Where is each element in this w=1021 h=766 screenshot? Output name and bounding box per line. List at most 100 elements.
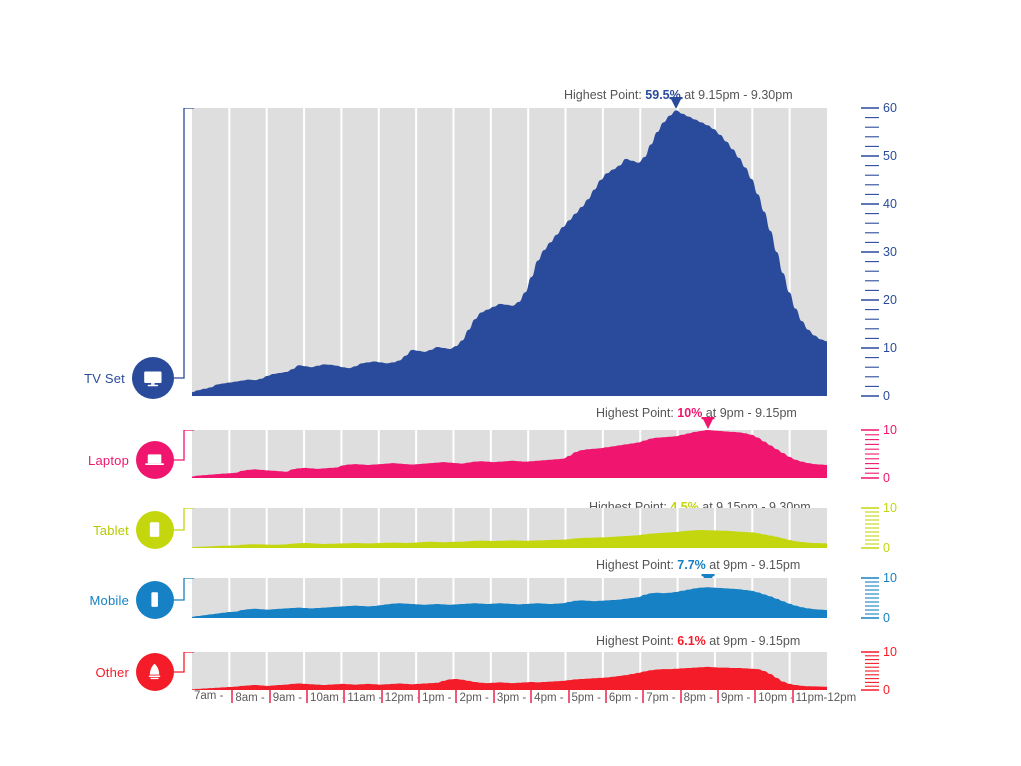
x-tick-text: 2pm - (459, 692, 489, 704)
svg-text:50: 50 (883, 149, 897, 163)
peak-time: at 9pm - 9.15pm (702, 406, 797, 420)
x-tick-mark (530, 690, 533, 703)
y-axis-tv-set: 0 10 20 30 40 50 60 (859, 100, 941, 404)
connector-line (174, 507, 194, 548)
annotation-prefix: Highest Point: (564, 88, 646, 102)
annotation-prefix: Highest Point: (596, 558, 678, 572)
x-tick-text: 1pm - (422, 692, 452, 704)
x-tick-mark (716, 690, 719, 703)
x-tick-mark (343, 690, 346, 703)
legend-label: TV Set (84, 370, 125, 386)
x-tick-text: 5pm - (571, 692, 601, 704)
y-axis-mobile: 0 10 (859, 570, 921, 626)
x-tick-text: 10am - (310, 692, 346, 704)
x-tick-mark (268, 690, 271, 703)
x-tick-mark (604, 690, 607, 703)
svg-text:0: 0 (883, 471, 890, 485)
x-tick-label: 7pm - (642, 690, 676, 704)
x-tick-mark (306, 690, 309, 703)
x-tick-label: 2pm - (455, 690, 489, 704)
peak-annotation-laptop: Highest Point: 10% at 9pm - 9.15pm (596, 406, 797, 420)
peak-time: at 9pm - 9.15pm (705, 558, 801, 572)
svg-text:30: 30 (883, 245, 897, 259)
other-icon (136, 653, 174, 691)
legend-label: Other (95, 664, 129, 680)
plot-area-tablet (192, 508, 827, 548)
svg-text:10: 10 (883, 341, 897, 355)
legend-laptop[interactable]: Laptop (0, 441, 174, 479)
svg-text:10: 10 (883, 645, 897, 659)
tv-icon (132, 357, 174, 399)
x-tick-mark (418, 690, 421, 703)
annotation-prefix: Highest Point: (596, 406, 678, 420)
plot-area-tv-set (192, 108, 827, 396)
x-tick-text: 7pm - (646, 692, 676, 704)
x-tick-label: 6pm - (604, 690, 639, 704)
legend-tablet[interactable]: Tablet (0, 511, 174, 549)
x-tick-label: 4pm - (530, 690, 564, 704)
connector-line (174, 107, 194, 396)
x-tick-label: 12pm - (380, 690, 421, 704)
svg-text:10: 10 (883, 571, 897, 585)
svg-text:10: 10 (883, 501, 897, 515)
peak-marker (700, 416, 716, 437)
x-tick-label: 8am - (231, 690, 265, 704)
legend-other[interactable]: Other (0, 653, 174, 691)
peak-annotation-mobile: Highest Point: 7.7% at 9pm - 9.15pm (596, 558, 800, 572)
x-tick-text: 8am - (235, 692, 265, 704)
legend-mobile[interactable]: Mobile (0, 581, 174, 619)
x-axis: 7am - 8am - 9am - 10am -11am -12pm -1pm - 2p… (192, 690, 856, 712)
x-tick-mark (642, 690, 645, 703)
laptop-icon (136, 441, 174, 479)
x-tick-mark (455, 690, 458, 703)
mobile-icon (136, 581, 174, 619)
peak-value: 10% (677, 406, 703, 420)
peak-time: at 9pm - 9.15pm (705, 634, 801, 648)
x-tick-mark (380, 690, 383, 703)
x-tick-label: 5pm - (567, 690, 601, 704)
peak-value: 7.7% (677, 558, 706, 572)
legend-label: Laptop (88, 452, 129, 468)
x-tick-mark (791, 690, 794, 703)
x-tick-label: 7am - (194, 690, 223, 702)
x-tick-text: 4pm - (534, 692, 564, 704)
x-tick-mark (492, 690, 495, 703)
x-tick-text: 10pm - (758, 692, 795, 704)
svg-text:60: 60 (883, 101, 897, 115)
peak-time: at 9.15pm - 9.30pm (680, 88, 793, 102)
x-tick-text: 7am - (194, 690, 224, 702)
x-tick-mark (754, 690, 757, 703)
annotation-prefix: Highest Point: (596, 634, 678, 648)
x-tick-text: 9am - (272, 692, 303, 704)
x-tick-label: 1pm - (418, 690, 452, 704)
x-tick-text: 3pm - (496, 692, 527, 704)
legend-label: Tablet (93, 522, 129, 538)
x-tick-text: 6pm - (608, 692, 639, 704)
svg-text:0: 0 (883, 683, 890, 697)
x-tick-text: 8pm - (683, 692, 713, 704)
x-tick-label: 10am - (306, 690, 346, 704)
peak-marker (668, 96, 684, 117)
y-axis-tablet: 0 10 (859, 500, 921, 556)
x-tick-label: 11am - (343, 690, 382, 704)
x-tick-text: 11pm-12pm (795, 692, 857, 704)
x-tick-text: 11am - (347, 692, 383, 704)
svg-text:20: 20 (883, 293, 897, 307)
peak-annotation-other: Highest Point: 6.1% at 9pm - 9.15pm (596, 634, 800, 648)
plot-area-mobile (192, 578, 827, 618)
svg-text:0: 0 (883, 611, 890, 625)
legend-tv-set[interactable]: TV Set (0, 357, 174, 399)
x-tick-label: 9pm - (716, 690, 751, 704)
connector-line (174, 577, 194, 618)
legend-label: Mobile (89, 592, 129, 608)
connector-line (174, 651, 194, 690)
tablet-icon (136, 511, 174, 549)
plot-area-laptop (192, 430, 827, 478)
x-tick-text: 9pm - (720, 692, 751, 704)
plot-area-other (192, 652, 827, 690)
x-tick-mark (567, 690, 570, 703)
x-tick-label: 11pm-12pm (791, 690, 857, 704)
x-tick-label: 3pm - (492, 690, 527, 704)
svg-text:0: 0 (883, 389, 890, 403)
